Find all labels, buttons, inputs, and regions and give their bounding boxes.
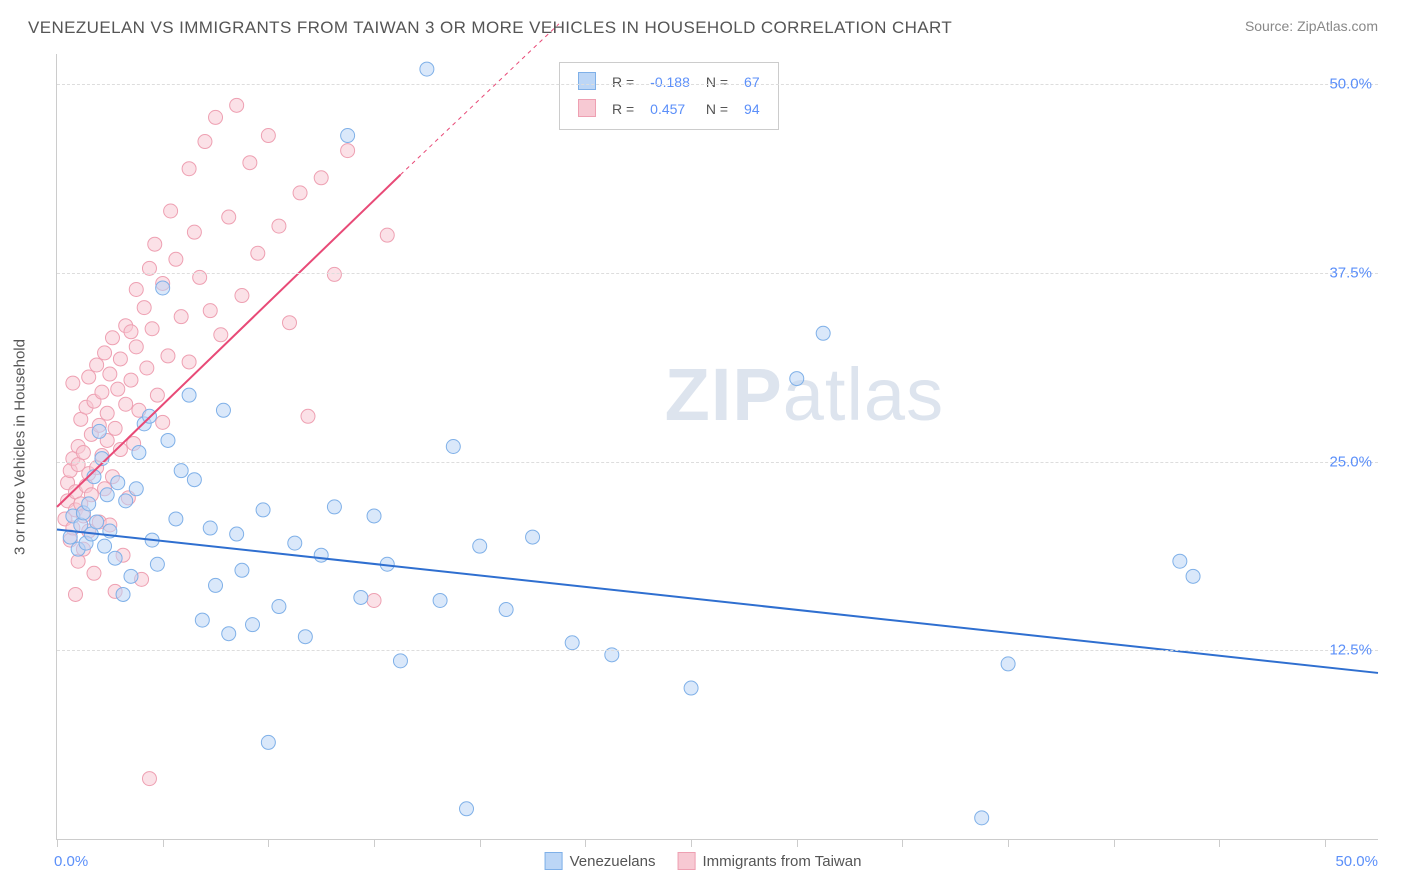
x-tick <box>374 839 375 847</box>
y-tick-label: 50.0% <box>1329 76 1372 93</box>
legend-item-b: Immigrants from Taiwan <box>677 852 861 870</box>
y-tick-label: 12.5% <box>1329 642 1372 659</box>
stats-n-value-b: 94 <box>736 96 768 123</box>
y-tick-label: 37.5% <box>1329 264 1372 281</box>
stats-n-label-a: N = <box>698 69 736 96</box>
gridline <box>57 84 1378 85</box>
legend-label-a: Venezuelans <box>570 853 656 870</box>
x-axis-max-label: 50.0% <box>1335 853 1378 870</box>
legend-swatch-a <box>545 852 563 870</box>
x-tick <box>585 839 586 847</box>
y-tick-label: 25.0% <box>1329 453 1372 470</box>
stats-r-value-a: -0.188 <box>642 69 698 96</box>
legend-item-a: Venezuelans <box>545 852 656 870</box>
stats-r-label-a: R = <box>604 69 642 96</box>
x-tick <box>1325 839 1326 847</box>
x-tick <box>691 839 692 847</box>
x-tick <box>57 839 58 847</box>
x-tick <box>268 839 269 847</box>
stats-swatch-b <box>578 99 596 117</box>
gridline <box>57 462 1378 463</box>
stats-n-label-b: N = <box>698 96 736 123</box>
x-tick <box>163 839 164 847</box>
gridline <box>57 650 1378 651</box>
x-tick <box>797 839 798 847</box>
stats-r-value-b: 0.457 <box>642 96 698 123</box>
x-tick <box>1219 839 1220 847</box>
legend-label-b: Immigrants from Taiwan <box>702 853 861 870</box>
legend: Venezuelans Immigrants from Taiwan <box>545 852 862 870</box>
x-tick <box>1008 839 1009 847</box>
scatter-svg <box>57 54 1378 839</box>
plot-area: ZIPatlas R = -0.188 N = 67 R = 0.457 N =… <box>56 54 1378 840</box>
x-tick <box>1114 839 1115 847</box>
stats-swatch-a <box>578 72 596 90</box>
source-attribution: Source: ZipAtlas.com <box>1245 18 1378 34</box>
chart-title: VENEZUELAN VS IMMIGRANTS FROM TAIWAN 3 O… <box>28 18 952 38</box>
chart-area: 3 or more Vehicles in Household ZIPatlas… <box>56 54 1378 840</box>
stats-r-label-b: R = <box>604 96 642 123</box>
stats-box: R = -0.188 N = 67 R = 0.457 N = 94 <box>559 62 779 130</box>
x-tick <box>902 839 903 847</box>
x-axis-min-label: 0.0% <box>54 853 88 870</box>
y-axis-label: 3 or more Vehicles in Household <box>12 339 29 555</box>
legend-swatch-b <box>677 852 695 870</box>
x-tick <box>480 839 481 847</box>
stats-n-value-a: 67 <box>736 69 768 96</box>
gridline <box>57 273 1378 274</box>
